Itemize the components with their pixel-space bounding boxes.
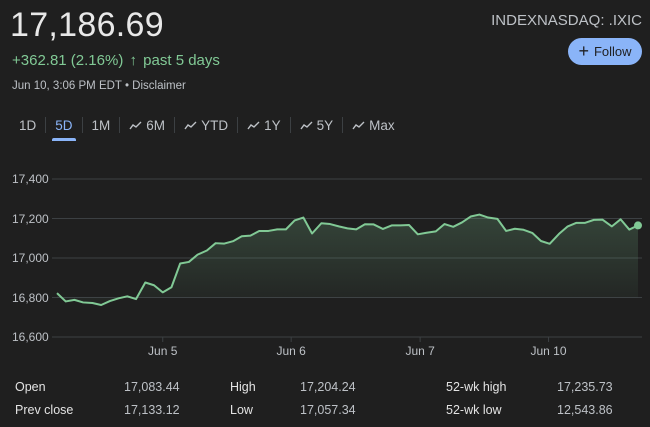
tab-separator	[342, 117, 344, 133]
y-axis-label: 16,800	[12, 290, 49, 305]
timestamp: Jun 10, 3:06 PM EDT	[12, 80, 122, 92]
tab-5y[interactable]: 5Y	[291, 114, 343, 136]
trend-line-icon	[129, 121, 142, 130]
tab-label: 5D	[55, 117, 73, 133]
price-line	[56, 213, 639, 307]
tab-1m[interactable]: 1M	[83, 114, 120, 136]
plus-icon: +	[578, 40, 589, 61]
change-amount: +362.81 (2.16%)	[12, 52, 124, 69]
tab-label: 5Y	[316, 117, 334, 133]
follow-label: Follow	[593, 44, 632, 59]
stat-value-prev-close: 17,133.12	[124, 403, 180, 417]
disclaimer-link[interactable]: Disclaimer	[132, 80, 186, 92]
y-axis-label: 17,400	[12, 172, 49, 186]
follow-button[interactable]: + Follow	[568, 38, 642, 65]
timestamp-line: Jun 10, 3:06 PM EDT • Disclaimer	[12, 80, 186, 92]
tab-6m[interactable]: 6M	[120, 114, 174, 136]
trend-line-icon	[352, 121, 365, 130]
stat-label-prev-close: Prev close	[15, 403, 74, 417]
tab-label: Max	[369, 117, 395, 133]
tab-separator	[174, 117, 176, 133]
tab-label: 1D	[19, 117, 37, 133]
tab-ytd[interactable]: YTD	[175, 114, 237, 136]
x-axis-label: Jun 6	[276, 344, 306, 358]
price-change: +362.81 (2.16%) ↑ past 5 days	[12, 52, 220, 69]
tab-max[interactable]: Max	[343, 114, 404, 136]
stat-value-open: 17,083.44	[124, 380, 180, 394]
tab-separator	[289, 117, 291, 133]
price-chart[interactable]	[0, 160, 650, 360]
change-period: past 5 days	[143, 52, 220, 69]
tab-separator	[45, 117, 47, 133]
arrow-up-icon: ↑	[129, 52, 138, 69]
range-tabs: 1D 5D 1M 6M YTD 1Y 5Y Max	[10, 114, 404, 141]
tab-5d[interactable]: 5D	[46, 114, 81, 141]
tab-separator	[119, 117, 121, 133]
tab-1y[interactable]: 1Y	[238, 114, 290, 136]
tab-label: 1Y	[264, 117, 281, 133]
stat-label-52wk-high: 52-wk high	[446, 380, 507, 394]
stat-label-high: High	[230, 380, 256, 394]
area-fill	[57, 214, 638, 306]
x-axis-label: Jun 5	[148, 344, 178, 358]
trend-line-icon	[300, 121, 313, 130]
y-axis-label: 16,600	[12, 330, 49, 344]
tab-1d[interactable]: 1D	[10, 114, 45, 136]
x-axis-label: Jun 10	[530, 344, 567, 358]
price-value: 17,186.69	[10, 6, 164, 44]
stat-value-52wk-low: 12,543.86	[557, 403, 613, 417]
ticker-symbol: INDEXNASDAQ: .IXIC	[491, 12, 642, 29]
x-axis-label: Jun 7	[405, 344, 435, 358]
tab-label: 1M	[91, 117, 111, 133]
tab-separator	[237, 117, 239, 133]
y-axis-label: 17,200	[12, 211, 49, 226]
stat-value-high: 17,204.24	[300, 380, 356, 394]
stat-label-low: Low	[230, 403, 253, 417]
stat-value-low: 17,057.34	[300, 403, 356, 417]
tab-label: 6M	[146, 117, 166, 133]
current-point-marker	[634, 221, 642, 230]
separator-dot: •	[124, 80, 129, 92]
tab-separator	[81, 117, 83, 133]
trend-line-icon	[247, 121, 260, 130]
stat-value-52wk-high: 17,235.73	[557, 380, 613, 394]
stat-label-open: Open	[15, 380, 46, 394]
tab-label: YTD	[201, 117, 229, 133]
stat-label-52wk-low: 52-wk low	[446, 403, 502, 417]
y-axis-label: 17,000	[12, 251, 49, 265]
trend-line-icon	[184, 121, 197, 130]
